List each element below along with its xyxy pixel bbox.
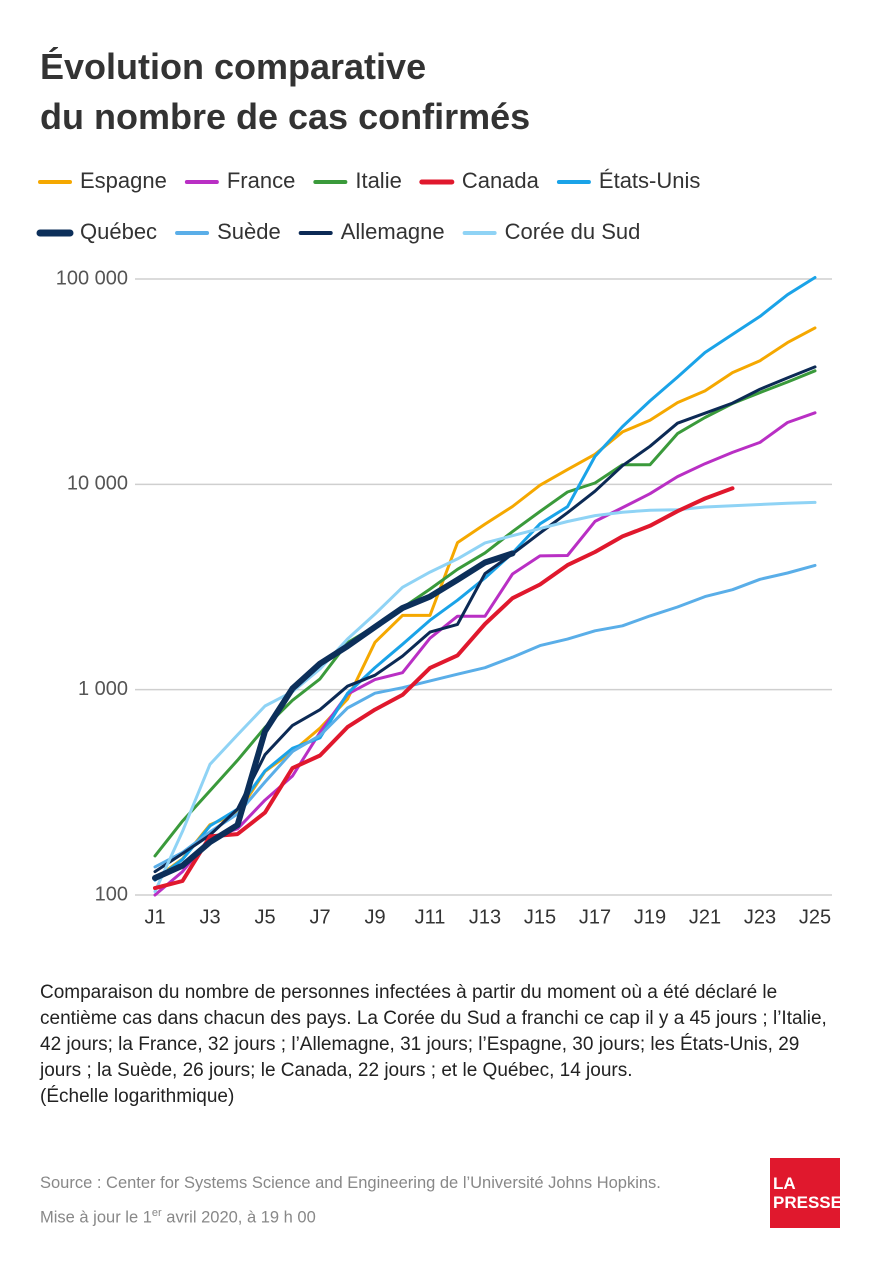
update: Mise à jour le 1er avril 2020, à 19 h 00 <box>40 1198 661 1233</box>
note-text: Comparaison du nombre de personnes infec… <box>40 982 827 1081</box>
legend-label: Corée du Sud <box>505 219 641 244</box>
x-tick-label: J11 <box>415 906 446 928</box>
x-tick-label: J17 <box>579 906 611 928</box>
title-line: du nombre de cas confirmés <box>40 96 531 137</box>
scale-note: (Échelle logarithmique) <box>40 1086 235 1107</box>
x-tick-label: J1 <box>144 906 165 928</box>
y-tick-label: 100 000 <box>56 267 128 289</box>
x-tick-label: J7 <box>309 906 330 928</box>
legend-label: Italie <box>355 168 401 193</box>
legend-label: Canada <box>462 168 540 193</box>
logo: LA PRESSE <box>770 1158 842 1228</box>
x-tick-label: J21 <box>689 906 721 928</box>
y-tick-label: 100 <box>95 883 128 905</box>
legend-label: France <box>227 168 295 193</box>
update-text: avril 2020, à 19 h 00 <box>166 1208 316 1227</box>
chart: 100 1 000 10 000 100 000 J1 J3 J5 J7 J9 J11 J13 J15… <box>36 168 832 928</box>
legend-label: Suède <box>217 219 281 244</box>
source-text: Source : Center for Systems Science and … <box>40 1174 661 1192</box>
x-tick-label: J15 <box>524 906 556 928</box>
series-line <box>152 550 516 881</box>
series-line <box>153 276 817 882</box>
series-line <box>153 365 817 874</box>
series-line <box>153 563 817 869</box>
y-tick-label: 10 000 <box>67 473 128 495</box>
logo-text: LA <box>773 1174 796 1193</box>
x-tick-label: J9 <box>364 906 385 928</box>
update-sup: er <box>151 1207 162 1219</box>
legend-label: Espagne <box>80 168 167 193</box>
y-tick-label: 1 000 <box>78 678 128 700</box>
legend-label: Allemagne <box>341 219 445 244</box>
update-text: Mise à jour le 1 <box>40 1208 152 1227</box>
x-tick-label: J3 <box>199 906 220 928</box>
logo-text: PRESSE <box>773 1193 842 1212</box>
x-tick-label: J5 <box>254 906 275 928</box>
note: Comparaison du nombre de personnes infec… <box>40 980 840 1110</box>
series-line <box>153 500 817 893</box>
legend-label: États-Unis <box>599 168 700 193</box>
x-tick-label: J23 <box>744 906 776 928</box>
x-tick-label: J13 <box>469 906 501 928</box>
series-line <box>153 369 817 858</box>
x-tick-label: J19 <box>634 906 666 928</box>
series-line <box>153 486 735 891</box>
source: Source : Center for Systems Science and … <box>40 1168 661 1233</box>
legend-label: Québec <box>80 219 157 244</box>
series-line <box>153 411 817 897</box>
x-tick-label: J25 <box>799 906 831 928</box>
title-line: Évolution comparative <box>40 46 427 87</box>
title: Évolution comparative du nombre de cas c… <box>40 42 530 142</box>
